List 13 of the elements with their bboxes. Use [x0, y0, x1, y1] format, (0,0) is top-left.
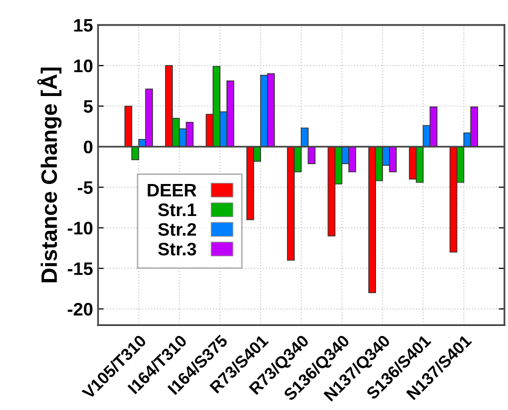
y-tick-label: 0 — [84, 140, 92, 154]
y-tick-label: 10 — [74, 60, 92, 72]
y-tick-label: -15 — [68, 262, 93, 276]
y-axis-title: Distance Change [Å] — [37, 68, 62, 282]
y-tick-label: -10 — [68, 222, 92, 235]
legend-label: Str.2 — [158, 223, 196, 236]
legend-label: Str.1 — [158, 203, 196, 216]
y-tick-label: -20 — [68, 302, 92, 316]
y-tick-label: 15 — [74, 19, 93, 32]
y-tick-label: -5 — [78, 181, 93, 194]
y-tick-label: 5 — [84, 100, 93, 113]
legend-label: DEER — [148, 184, 196, 196]
legend-label: Str.3 — [158, 242, 196, 256]
